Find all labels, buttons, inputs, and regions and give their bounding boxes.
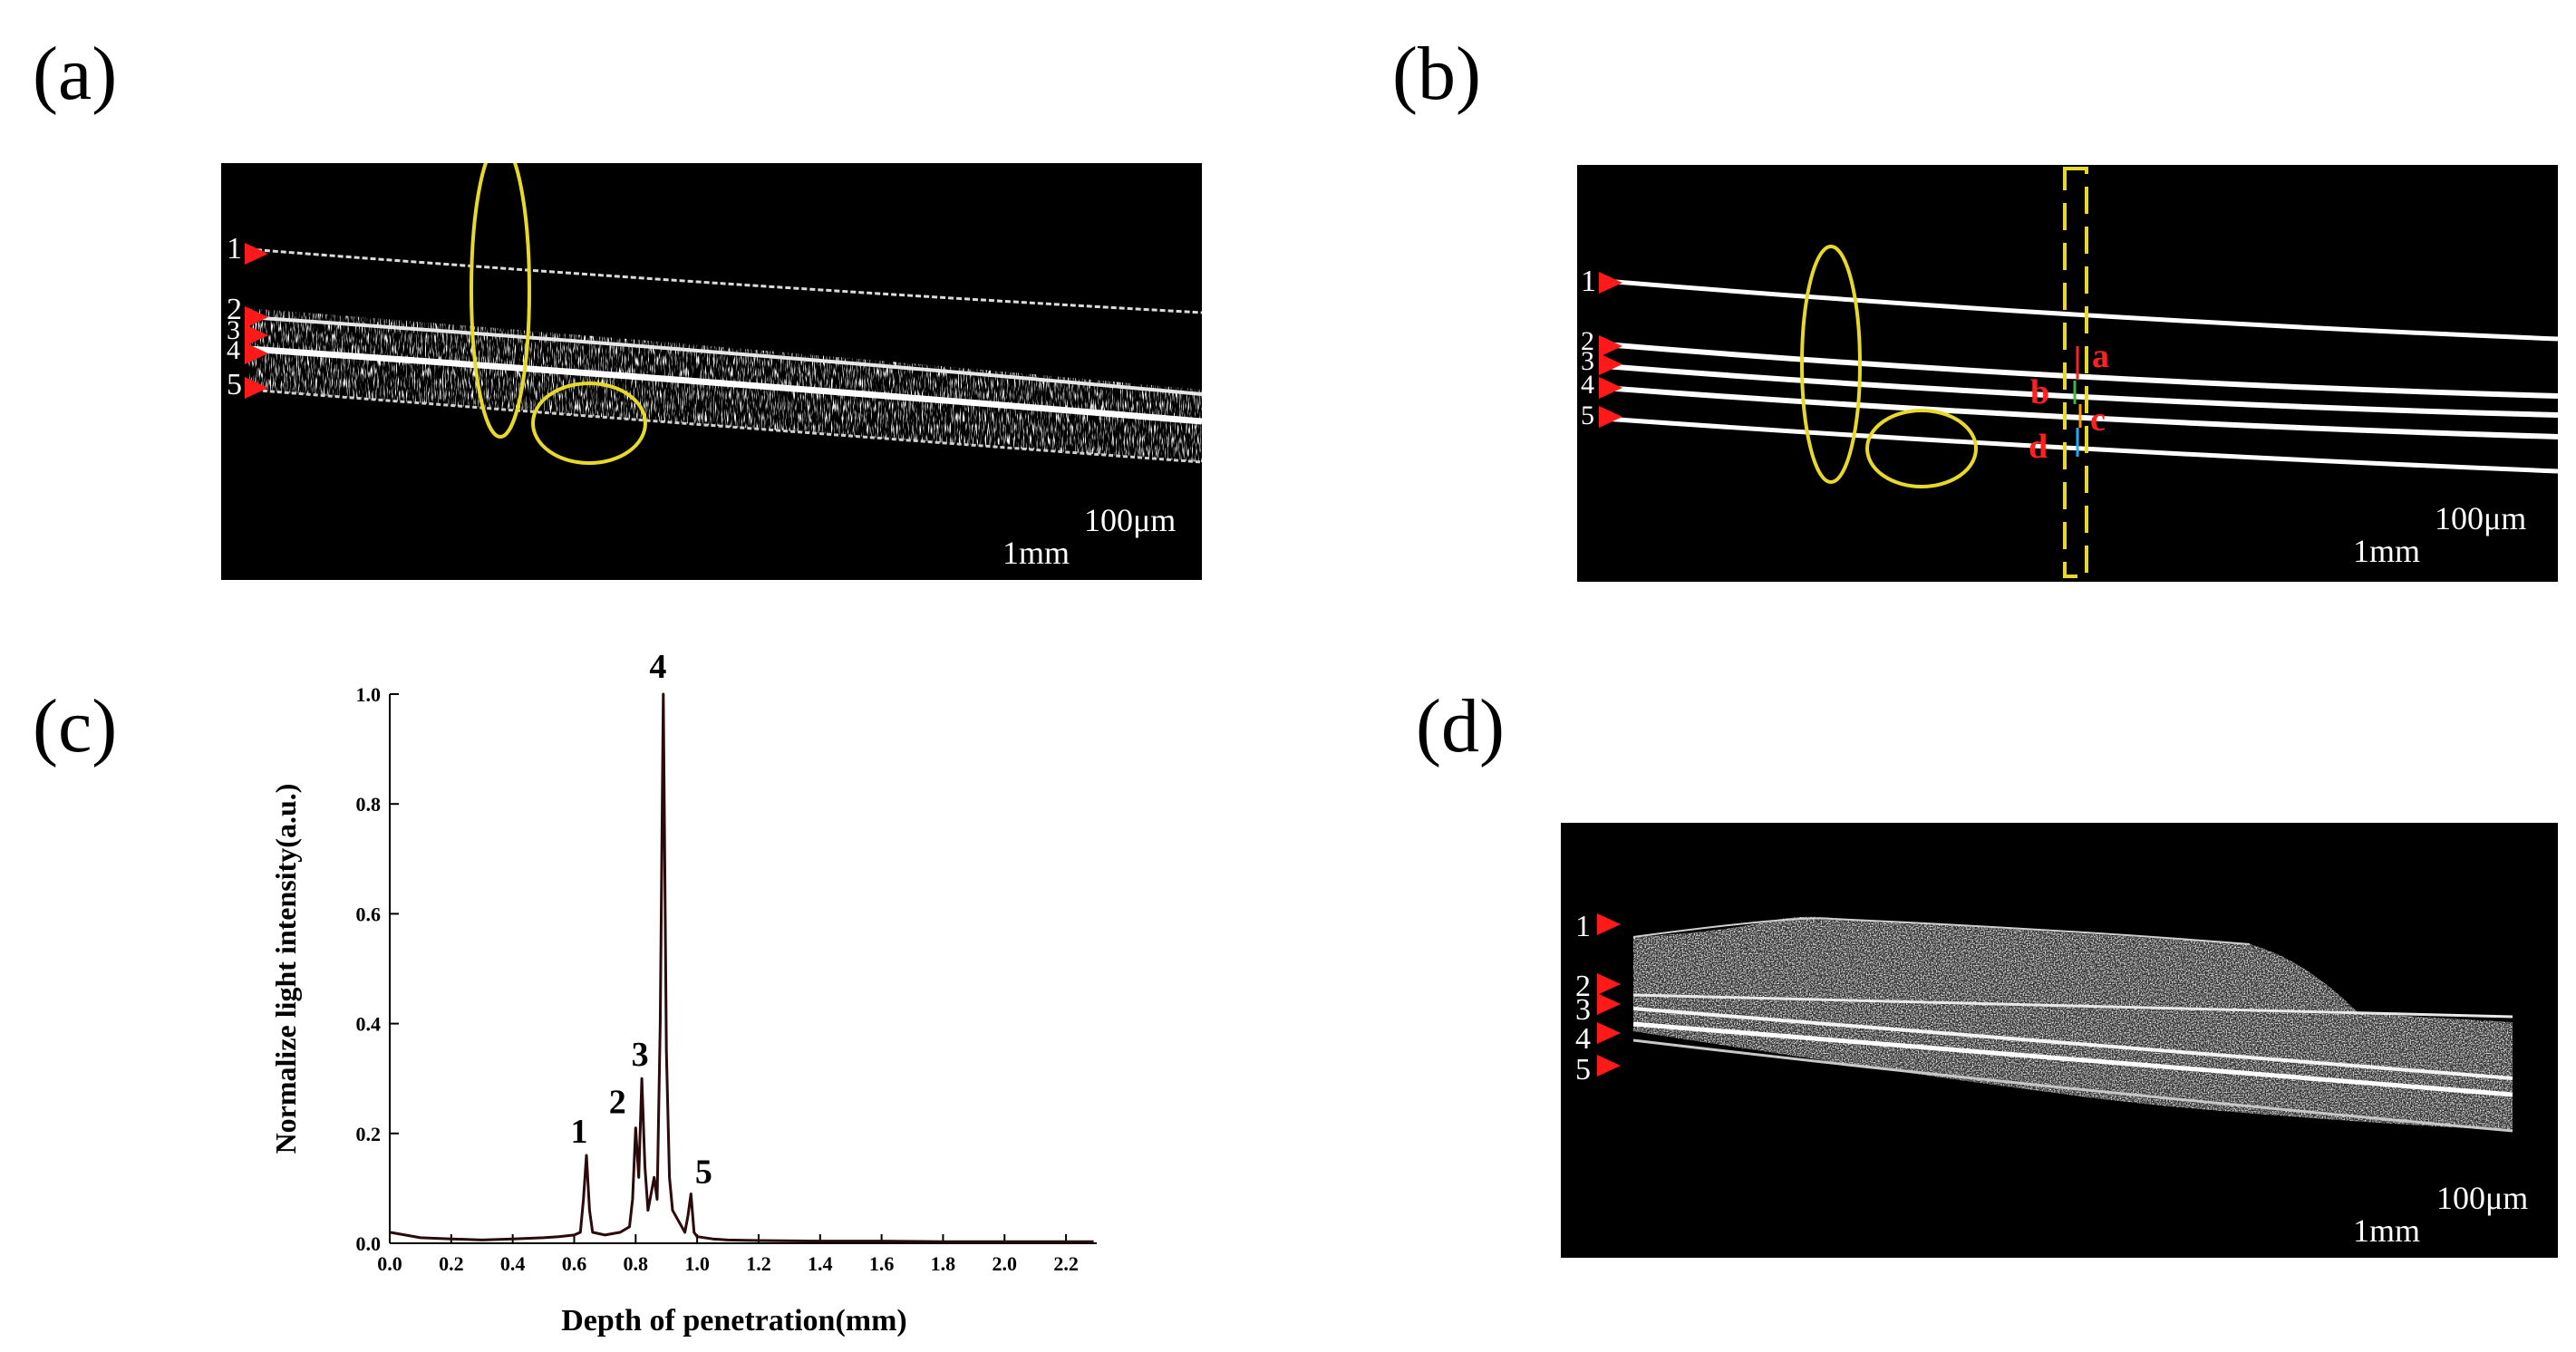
- y-tick-label: 0.4: [356, 1013, 382, 1036]
- oct-image-a: 1 2 3 4 5 100μm 1mm: [221, 163, 1202, 580]
- annotation-b: b: [2030, 373, 2050, 411]
- layer-label: 5: [1575, 1053, 1591, 1086]
- marker-arrow-2: [245, 306, 268, 328]
- x-axis-label: Depth of penetration(mm): [561, 1304, 907, 1338]
- layer-label: 4: [1581, 370, 1594, 400]
- y-tick-label: 0.2: [356, 1123, 382, 1145]
- x-tick-label: 1.8: [931, 1252, 956, 1275]
- marker-arrow-2: [1597, 973, 1621, 995]
- marker-arrow-2: [1599, 335, 1622, 357]
- layer-label: 3: [1575, 993, 1591, 1027]
- layer-label: 3: [227, 315, 240, 345]
- x-tick-label: 1.4: [808, 1252, 833, 1275]
- oct-image-b-layers: [1603, 167, 2558, 578]
- layer-label: 2: [1575, 970, 1591, 1003]
- peak-label-1: 1: [571, 1113, 588, 1151]
- x-tick-label: 0.4: [500, 1252, 526, 1275]
- marker-arrows-a: [245, 243, 268, 399]
- scale-vertical-label: 100μm: [1084, 502, 1177, 538]
- oct-image-d-layers: [1632, 916, 2513, 1133]
- y-tick-label: 0.6: [356, 903, 382, 925]
- annotation-c: c: [2090, 401, 2106, 439]
- marker-arrow-5: [1599, 406, 1622, 428]
- scale-vertical-label: 100μm: [2436, 1180, 2529, 1216]
- layer-label: 1: [227, 232, 242, 266]
- marker-arrow-3: [1599, 353, 1622, 375]
- layer-label: 1: [1575, 910, 1591, 943]
- peak-label-5: 5: [695, 1153, 712, 1191]
- oct-image-b: a b c d 1 2 3 4 5 100μm 1mm: [1577, 165, 2558, 582]
- peak-label-3: 3: [632, 1036, 649, 1074]
- annotation-d: d: [2029, 428, 2048, 466]
- marker-arrow-3: [1597, 993, 1621, 1015]
- highlight-ellipse-vertical: [1800, 245, 1862, 484]
- layer-label: 2: [1581, 326, 1594, 356]
- x-tick-label: 1.6: [869, 1252, 895, 1275]
- a-scan-selection-box: [2063, 167, 2088, 578]
- layer-label: 3: [1581, 346, 1594, 376]
- marker-arrow-1: [1597, 913, 1621, 935]
- panel-letter-a: (a): [33, 32, 118, 116]
- marker-arrows-d: [1597, 913, 1621, 1077]
- marker-arrow-4: [245, 343, 268, 364]
- marker-arrow-1: [245, 243, 268, 265]
- marker-arrow-5: [245, 377, 268, 399]
- layer-label: 4: [1575, 1022, 1591, 1056]
- y-tick-label: 1.0: [356, 683, 382, 706]
- marker-arrow-4: [1599, 377, 1622, 399]
- y-tick-label: 0.8: [356, 793, 382, 816]
- scale-vertical-label: 100μm: [2435, 500, 2527, 536]
- marker-arrows-b: [1599, 272, 1622, 428]
- marker-arrow-4: [1597, 1022, 1621, 1044]
- layer-label: 1: [1581, 265, 1596, 298]
- layer-label: 4: [227, 335, 240, 365]
- intensity-series-line: [389, 692, 1094, 1243]
- panel-letter-c: (c): [33, 684, 118, 768]
- annotation-a: a: [2092, 337, 2109, 375]
- peak-label-4: 4: [649, 648, 666, 686]
- x-tick-label: 0.0: [377, 1252, 402, 1275]
- scale-horizontal-label: 1mm: [1002, 535, 1070, 571]
- x-tick-label: 2.0: [993, 1252, 1018, 1275]
- panel-letter-b: (b): [1392, 32, 1481, 116]
- x-tick-label: 1.0: [684, 1252, 710, 1275]
- x-tick-label: 2.2: [1053, 1252, 1079, 1275]
- x-tick-label: 1.2: [746, 1252, 771, 1275]
- x-tick-label: 0.2: [439, 1252, 464, 1275]
- layer-label: 2: [227, 293, 242, 326]
- x-tick-label: 0.6: [562, 1252, 587, 1275]
- marker-arrow-3: [245, 324, 268, 346]
- layer-label: 5: [1581, 401, 1594, 430]
- scale-horizontal-label: 1mm: [2353, 533, 2421, 569]
- oct-image-a-layers: [247, 163, 1202, 465]
- y-tick-label: 0.0: [356, 1232, 382, 1255]
- oct-image-d: 1 2 3 4 5 100μm 1mm: [1561, 823, 2558, 1258]
- intensity-chart: 0.0 0.2 0.4 0.6 0.8 1.0 1.2 1.4 1.6 1.8 2.0 2.2 0.0 0…: [269, 648, 1097, 1338]
- scale-horizontal-label: 1mm: [2353, 1212, 2421, 1249]
- peak-label-2: 2: [609, 1084, 626, 1122]
- highlight-ellipse-small: [1865, 409, 1978, 488]
- highlight-ellipse-vertical: [470, 163, 531, 439]
- marker-arrow-1: [1599, 272, 1622, 294]
- highlight-ellipse-small: [531, 381, 647, 465]
- marker-arrow-5: [1597, 1055, 1621, 1077]
- y-axis-label: Normalize light intensity(a.u.): [269, 784, 302, 1154]
- x-tick-label: 0.8: [624, 1252, 649, 1275]
- panel-letter-d: (d): [1416, 684, 1505, 768]
- layer-label: 5: [227, 368, 242, 401]
